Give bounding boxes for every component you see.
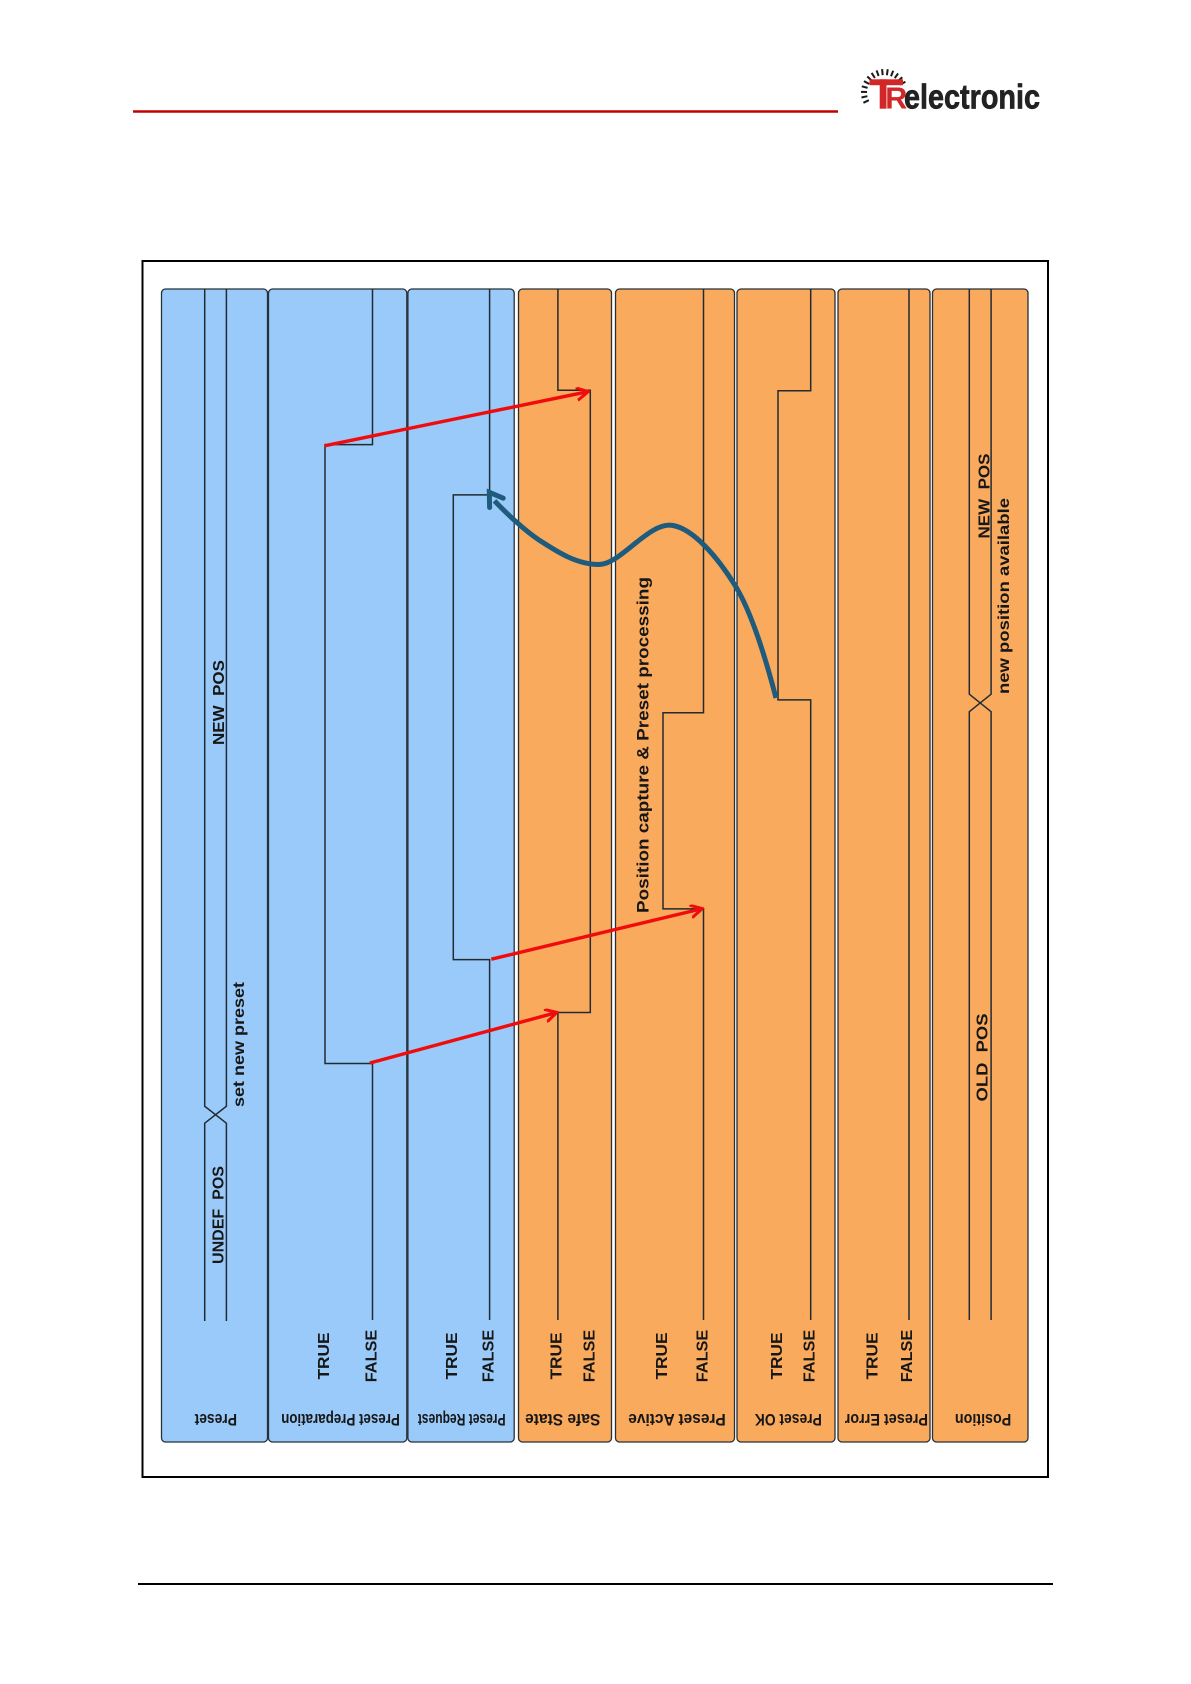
svg-text:FALSE: FALSE	[363, 1329, 380, 1382]
svg-text:TRUE: TRUE	[549, 1332, 566, 1379]
svg-text:FALSE: FALSE	[694, 1329, 711, 1382]
svg-text:Safe State: Safe State	[525, 1410, 600, 1428]
svg-text:Preset Active: Preset Active	[628, 1410, 726, 1428]
svg-text:TRUE: TRUE	[444, 1332, 461, 1379]
svg-text:set new preset: set new preset	[231, 982, 248, 1107]
svg-text:FALSE: FALSE	[802, 1329, 819, 1382]
svg-text:TRUE: TRUE	[316, 1332, 333, 1379]
svg-text:TRUE: TRUE	[654, 1332, 671, 1379]
svg-text:FALSE: FALSE	[899, 1329, 916, 1382]
svg-text:new position available: new position available	[996, 498, 1013, 694]
svg-text:Preset: Preset	[194, 1410, 237, 1428]
svg-text:TRUE: TRUE	[864, 1332, 881, 1379]
svg-text:NEW POS: NEW POS	[211, 660, 228, 745]
svg-text:OLD POS: OLD POS	[975, 1013, 992, 1101]
svg-text:Position capture & Preset proc: Position capture & Preset processing	[634, 577, 652, 913]
svg-text:Preset Error: Preset Error	[844, 1410, 928, 1428]
svg-text:Preset OK: Preset OK	[755, 1410, 822, 1428]
svg-text:UNDEF POS: UNDEF POS	[211, 1166, 228, 1264]
svg-text:Position: Position	[955, 1410, 1011, 1428]
svg-text:R: R	[885, 82, 907, 116]
svg-text:FALSE: FALSE	[582, 1329, 599, 1382]
svg-text:TRUE: TRUE	[769, 1332, 786, 1379]
svg-text:electronic: electronic	[904, 79, 1040, 117]
svg-text:Preset Request: Preset Request	[417, 1410, 505, 1428]
svg-text:FALSE: FALSE	[480, 1329, 497, 1382]
svg-text:Preset Preparation: Preset Preparation	[281, 1410, 400, 1428]
svg-text:NEW POS: NEW POS	[977, 453, 994, 538]
